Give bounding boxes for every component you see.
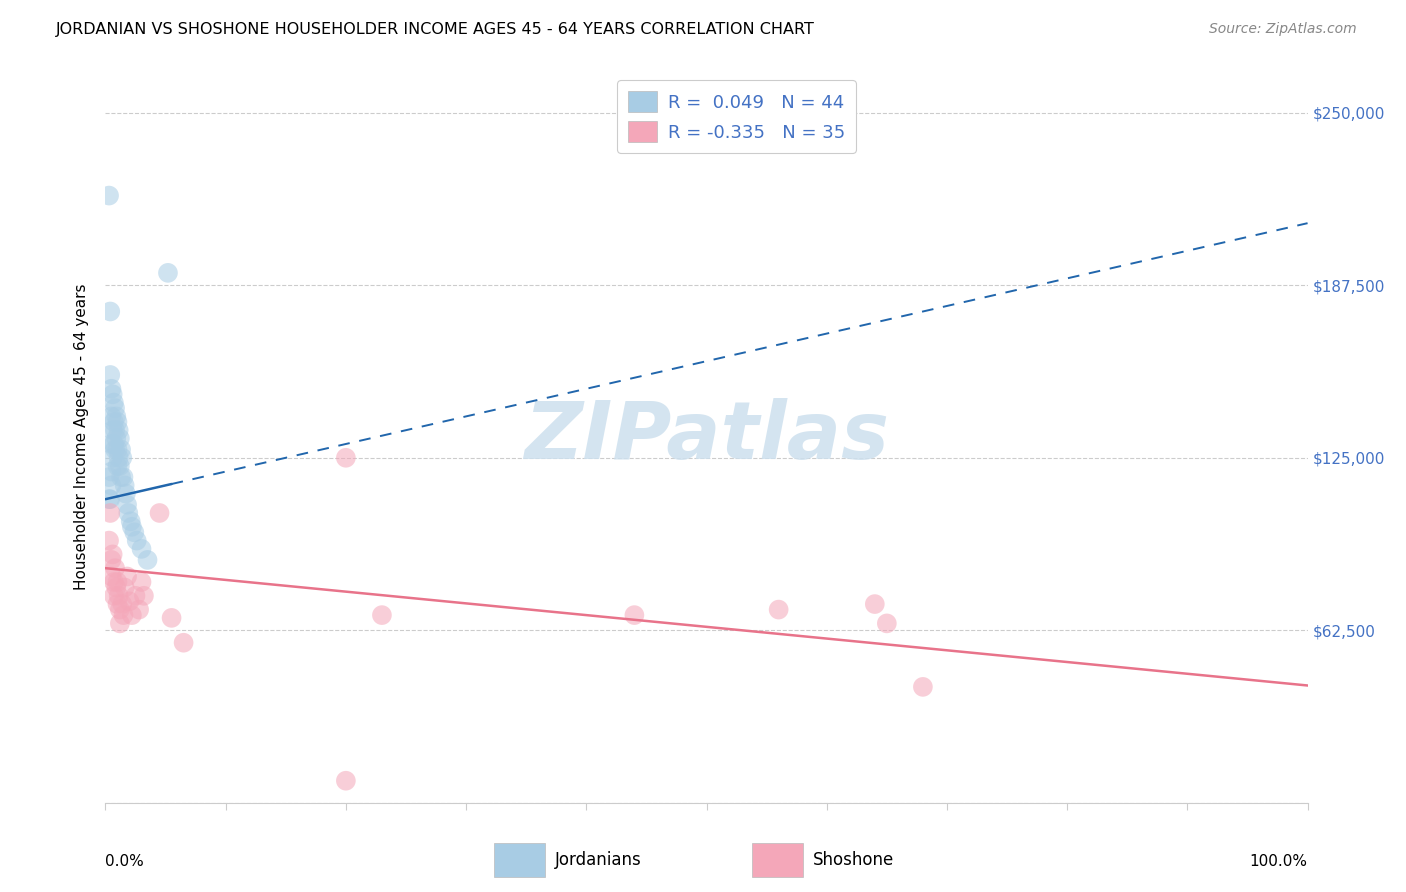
Point <box>115 486 138 500</box>
Point <box>124 589 146 603</box>
Point <box>115 498 138 512</box>
Point <box>98 492 121 507</box>
Point <box>371 608 394 623</box>
Point <box>112 470 135 484</box>
Text: ZIPatlas: ZIPatlas <box>524 398 889 476</box>
Point <box>100 382 122 396</box>
Point <box>136 553 159 567</box>
Text: Jordanians: Jordanians <box>555 851 641 869</box>
Point <box>98 506 121 520</box>
Point <box>148 506 170 520</box>
Point <box>335 450 357 465</box>
Point <box>101 387 124 401</box>
FancyBboxPatch shape <box>495 843 546 877</box>
Point <box>111 450 134 465</box>
Point <box>103 437 125 451</box>
Point <box>108 616 131 631</box>
Point <box>114 581 136 595</box>
Point <box>103 589 125 603</box>
Point <box>104 561 127 575</box>
Point <box>100 409 122 424</box>
Point <box>156 266 179 280</box>
Point <box>111 597 134 611</box>
Point <box>120 514 142 528</box>
Point <box>118 594 141 608</box>
Point <box>124 525 146 540</box>
Point <box>121 608 143 623</box>
Text: JORDANIAN VS SHOSHONE HOUSEHOLDER INCOME AGES 45 - 64 YEARS CORRELATION CHART: JORDANIAN VS SHOSHONE HOUSEHOLDER INCOME… <box>56 22 815 37</box>
Point <box>104 423 127 437</box>
Point <box>623 608 645 623</box>
Point <box>863 597 886 611</box>
Point <box>107 458 129 473</box>
Point <box>117 506 139 520</box>
Point <box>101 548 124 562</box>
Point <box>160 611 183 625</box>
Y-axis label: Householder Income Ages 45 - 64 years: Householder Income Ages 45 - 64 years <box>75 284 90 591</box>
Point <box>104 401 127 416</box>
Point <box>131 541 153 556</box>
Point <box>103 574 125 589</box>
Point <box>100 569 122 583</box>
Text: Shoshone: Shoshone <box>813 851 894 869</box>
Point <box>107 442 129 457</box>
Point <box>112 608 135 623</box>
Point <box>103 395 125 409</box>
Legend: R =  0.049   N = 44, R = -0.335   N = 35: R = 0.049 N = 44, R = -0.335 N = 35 <box>617 80 856 153</box>
Point <box>107 415 129 429</box>
Point <box>108 602 131 616</box>
Point <box>101 450 124 465</box>
Point <box>121 520 143 534</box>
Point <box>100 478 122 492</box>
Point <box>105 581 128 595</box>
Point <box>107 450 129 465</box>
Point <box>173 636 195 650</box>
Point <box>105 409 128 424</box>
Point <box>132 589 155 603</box>
Point <box>100 437 122 451</box>
Point <box>335 773 357 788</box>
Point <box>128 602 150 616</box>
Point <box>100 465 122 479</box>
Point <box>107 423 129 437</box>
Point <box>105 432 128 446</box>
Point <box>98 492 121 507</box>
Point <box>104 442 127 457</box>
Point <box>115 569 138 583</box>
Point <box>125 533 148 548</box>
Point <box>98 304 121 318</box>
Point <box>107 574 129 589</box>
Point <box>98 368 121 382</box>
Text: 0.0%: 0.0% <box>105 854 145 869</box>
Point <box>110 470 132 484</box>
Point <box>101 423 124 437</box>
Point <box>110 442 132 457</box>
Point <box>98 188 121 202</box>
Point <box>768 602 790 616</box>
Text: Source: ZipAtlas.com: Source: ZipAtlas.com <box>1209 22 1357 37</box>
Point <box>108 432 131 446</box>
Point <box>98 533 121 548</box>
Point <box>103 415 125 429</box>
Point <box>108 458 131 473</box>
Text: 100.0%: 100.0% <box>1250 854 1308 869</box>
Point <box>131 574 153 589</box>
Point <box>100 553 122 567</box>
FancyBboxPatch shape <box>752 843 803 877</box>
Point <box>98 470 121 484</box>
Point <box>911 680 934 694</box>
Point <box>107 589 129 603</box>
Point <box>114 478 136 492</box>
Point <box>107 597 129 611</box>
Point <box>876 616 898 631</box>
